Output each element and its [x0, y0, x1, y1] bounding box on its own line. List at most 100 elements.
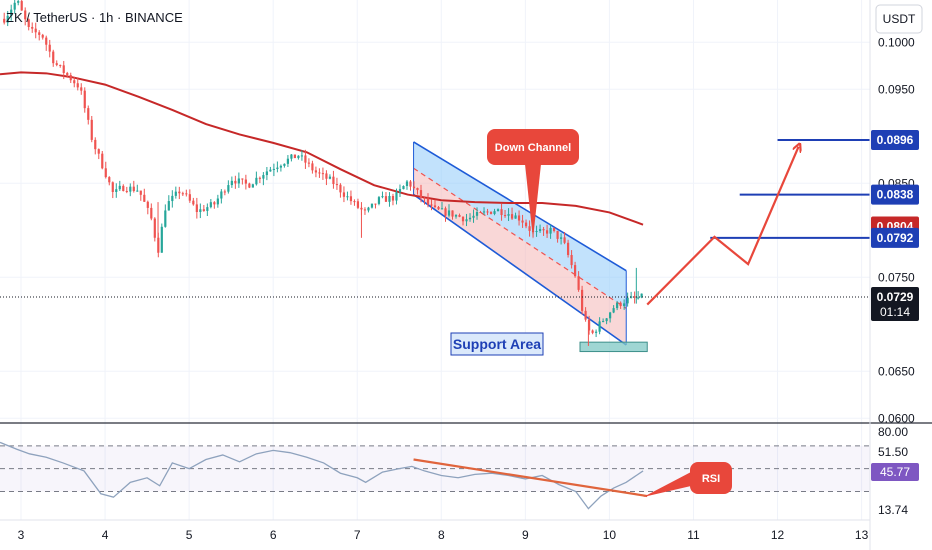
candle-body: [426, 198, 430, 205]
candle-body: [118, 185, 121, 190]
candle-body: [465, 219, 468, 222]
candlesticks: [3, 0, 643, 346]
candle-body: [623, 303, 626, 307]
candle-body: [374, 203, 377, 205]
candle-body: [115, 189, 118, 193]
down-channel-callout: [487, 129, 579, 165]
candle-body: [248, 183, 251, 188]
price-tick-label: 0.0650: [878, 364, 915, 378]
candle-body: [220, 191, 223, 199]
candle-body: [353, 201, 356, 203]
rsi-trendline: [413, 458, 648, 498]
price-badge: [871, 227, 919, 248]
candle-body: [139, 190, 142, 195]
candle-body: [13, 2, 16, 10]
candle-body: [34, 28, 37, 33]
candle-body: [304, 155, 307, 163]
candle-body: [216, 198, 219, 205]
candle-body: [237, 178, 240, 184]
candle-body: [602, 321, 605, 323]
candle-body: [514, 215, 517, 219]
rsi-grid: [20, 423, 863, 520]
time-tick-label: 7: [354, 528, 361, 542]
candle-body: [199, 209, 202, 213]
candle-body: [104, 168, 107, 178]
time-tick-label: 9: [522, 528, 529, 542]
candle-body: [80, 87, 83, 91]
candle-body: [472, 215, 475, 218]
candle-body: [192, 200, 195, 205]
currency-button[interactable]: USDT: [875, 4, 923, 34]
candle-body: [174, 191, 177, 196]
candle-body: [524, 222, 528, 227]
candle-body: [419, 190, 423, 198]
countdown-label: 01:14: [880, 305, 910, 319]
candle-body: [412, 186, 416, 188]
candle-body: [367, 207, 370, 211]
candle-body: [125, 190, 128, 192]
candle-body: [73, 80, 76, 84]
candle-body: [283, 163, 286, 166]
time-tick-label: 12: [771, 528, 785, 542]
candle-body: [612, 308, 615, 313]
candle-body: [461, 216, 465, 222]
candle-body: [517, 215, 521, 221]
candle-body: [398, 189, 402, 193]
candle-body: [258, 177, 261, 179]
annotations: Down Channel Support Area: [450, 129, 579, 356]
candle-body: [591, 330, 594, 333]
candle-body: [76, 83, 79, 88]
candle-body: [395, 192, 398, 201]
candle-body: [584, 310, 587, 320]
candle-body: [486, 211, 489, 213]
price-tick-label: 0.0750: [878, 270, 915, 284]
candle-body: [619, 302, 622, 307]
candle-body: [581, 289, 584, 311]
candle-body: [458, 215, 461, 217]
candle-body: [468, 217, 472, 220]
down-channel-pointer: [525, 164, 541, 239]
price-badge-label: 0.0838: [877, 188, 914, 202]
candle-body: [129, 186, 132, 192]
candle-body: [630, 296, 633, 298]
candle-body: [297, 155, 300, 159]
chart-title: ZK / TetherUS · 1h · BINANCE: [6, 10, 183, 25]
down-channel-label: Down Channel: [495, 142, 571, 154]
candle-body: [500, 209, 503, 216]
rsi-tick-label: 13.74: [878, 503, 908, 517]
channel-midline: [413, 167, 627, 309]
candle-body: [244, 179, 247, 184]
candle-body: [69, 75, 72, 81]
candle-body: [409, 181, 412, 187]
candle-body: [185, 193, 188, 195]
candle-body: [45, 37, 48, 45]
candle-body: [52, 51, 55, 64]
candle-body: [595, 331, 598, 333]
candle-body: [3, 18, 6, 23]
candle-body: [290, 154, 293, 159]
candle-body: [489, 211, 493, 214]
candle-body: [90, 119, 93, 140]
candle-body: [563, 237, 566, 243]
candle-body: [556, 230, 559, 239]
candle-body: [66, 72, 69, 76]
time-tick-label: 13: [855, 528, 869, 542]
candle-body: [349, 196, 353, 202]
candle-body: [227, 185, 230, 192]
candle-body: [6, 15, 9, 23]
candle-body: [493, 211, 496, 214]
candle-body: [356, 201, 360, 208]
candle-body: [122, 185, 125, 191]
candle-body: [588, 319, 591, 331]
candle-body: [423, 197, 426, 199]
price-badge: [871, 184, 919, 205]
candle-body: [164, 210, 167, 227]
candle-body: [108, 177, 111, 183]
candle-body: [38, 32, 41, 35]
candle-body: [370, 203, 374, 208]
candle-body: [616, 302, 619, 309]
candle-body: [17, 1, 20, 3]
candle-body: [384, 196, 388, 202]
